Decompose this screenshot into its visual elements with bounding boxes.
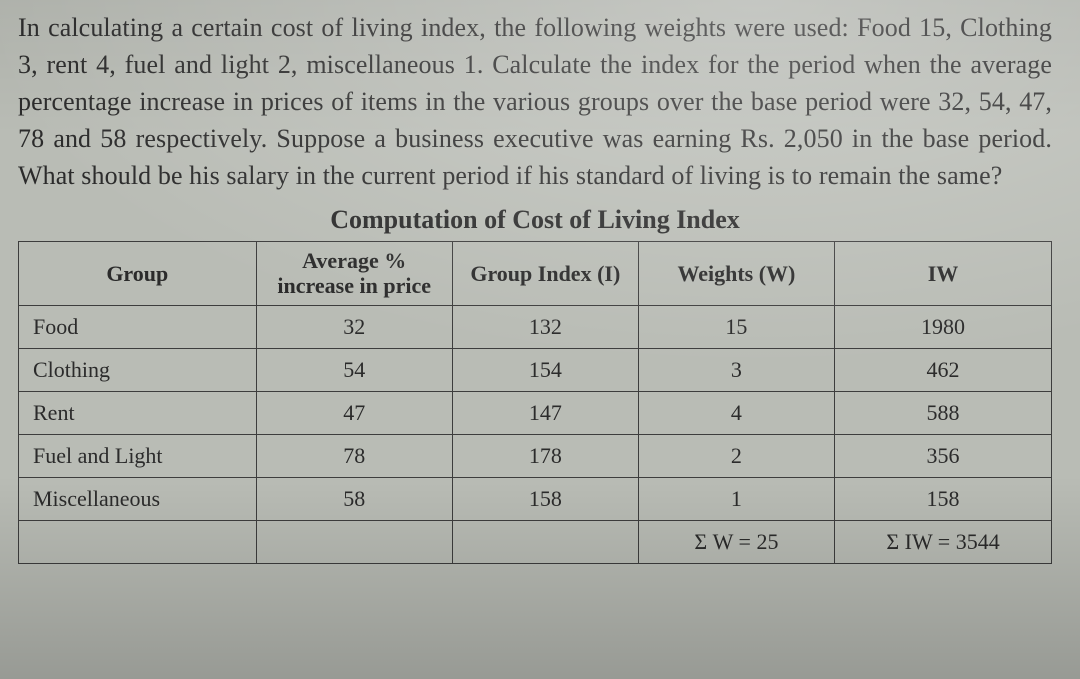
col-header-index: Group Index (I)	[452, 241, 638, 306]
col-header-group: Group	[19, 241, 257, 306]
cell-index: 147	[452, 392, 638, 435]
cell-index: 154	[452, 349, 638, 392]
cell-group: Clothing	[19, 349, 257, 392]
cell-avg: 78	[256, 435, 452, 478]
cell-index: 178	[452, 435, 638, 478]
cell-group: Miscellaneous	[19, 478, 257, 521]
cell-iw: 356	[835, 435, 1052, 478]
cell-total-iw: Σ IW = 3544	[835, 521, 1052, 564]
cell-weight: 1	[638, 478, 834, 521]
cost-of-living-table: Group Average % increase in price Group …	[18, 241, 1052, 565]
table-header-row: Group Average % increase in price Group …	[19, 241, 1052, 306]
cell-weight: 15	[638, 306, 834, 349]
cell-iw: 1980	[835, 306, 1052, 349]
cell-weight: 4	[638, 392, 834, 435]
table-row: Fuel and Light 78 178 2 356	[19, 435, 1052, 478]
cell-index: 132	[452, 306, 638, 349]
cell-avg: 47	[256, 392, 452, 435]
cell-empty	[452, 521, 638, 564]
table-row: Food 32 132 15 1980	[19, 306, 1052, 349]
table-row: Rent 47 147 4 588	[19, 392, 1052, 435]
problem-text: In calculating a certain cost of living …	[18, 10, 1052, 195]
cell-avg: 54	[256, 349, 452, 392]
cell-iw: 462	[835, 349, 1052, 392]
col-header-weights: Weights (W)	[638, 241, 834, 306]
cell-weight: 3	[638, 349, 834, 392]
table-row: Clothing 54 154 3 462	[19, 349, 1052, 392]
cell-iw: 588	[835, 392, 1052, 435]
cell-empty	[256, 521, 452, 564]
cell-avg: 32	[256, 306, 452, 349]
table-title: Computation of Cost of Living Index	[18, 205, 1052, 235]
cell-iw: 158	[835, 478, 1052, 521]
cell-weight: 2	[638, 435, 834, 478]
cell-total-weights: Σ W = 25	[638, 521, 834, 564]
cell-index: 158	[452, 478, 638, 521]
cell-group: Food	[19, 306, 257, 349]
table-totals-row: Σ W = 25 Σ IW = 3544	[19, 521, 1052, 564]
col-header-iw: IW	[835, 241, 1052, 306]
cell-avg: 58	[256, 478, 452, 521]
cell-empty	[19, 521, 257, 564]
col-header-avg: Average % increase in price	[256, 241, 452, 306]
cell-group: Rent	[19, 392, 257, 435]
table-row: Miscellaneous 58 158 1 158	[19, 478, 1052, 521]
cell-group: Fuel and Light	[19, 435, 257, 478]
